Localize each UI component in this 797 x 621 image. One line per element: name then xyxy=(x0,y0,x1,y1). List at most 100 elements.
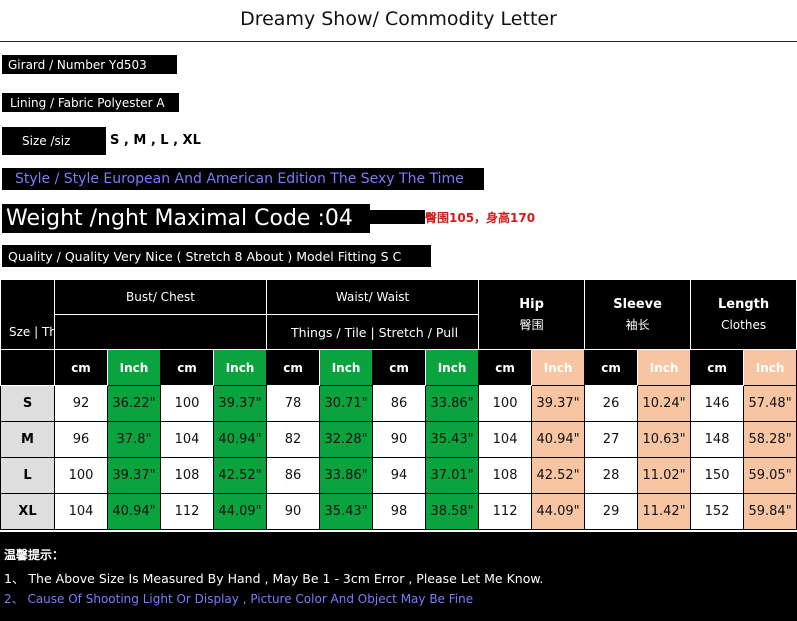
measurement-cell: 26 xyxy=(584,385,639,422)
unit-cm: cm xyxy=(478,349,533,386)
notes-panel: 温馨提示： 1、 The Above Size Is Measured By H… xyxy=(0,532,797,621)
measurement-cell: 38.58" xyxy=(425,493,480,530)
unit-inch: Inch xyxy=(425,349,480,386)
size-header-text: Sze | Things / Tile | Stretch / Stretchi… xyxy=(9,325,55,339)
measurement-cell: 57.48" xyxy=(743,385,797,422)
measurement-cell: 96 xyxy=(54,421,108,458)
measurement-cell: 39.37" xyxy=(107,457,161,494)
unit-cm: cm xyxy=(584,349,639,386)
measurement-cell: 146 xyxy=(690,385,745,422)
measurement-cell: 44.09" xyxy=(531,493,586,530)
measurement-cell: 10.63" xyxy=(637,421,692,458)
table-row: L 100 39.37" 108 42.52" 86 33.86" 94 37.01" 108 42… xyxy=(0,457,797,494)
measurement-cell: 92 xyxy=(54,385,108,422)
size-cell: XL xyxy=(0,493,55,530)
measurement-cell: 44.09" xyxy=(212,493,268,530)
size-cell: L xyxy=(0,457,55,494)
note-line-2: 2、 Cause Of Shooting Light Or Display , … xyxy=(4,592,474,606)
measurement-cell: 42.52" xyxy=(212,457,268,494)
measurement-cell: 36.22" xyxy=(107,385,161,422)
measurement-cell: 100 xyxy=(160,385,214,422)
measurement-cell: 33.86" xyxy=(319,457,374,494)
unit-inch: Inch xyxy=(319,349,374,386)
measurement-cell: 90 xyxy=(372,421,427,458)
measurement-cell: 58.28" xyxy=(743,421,797,458)
quality-label: Quality / Quality Very Nice ( Stretch 8 … xyxy=(2,245,431,267)
hip-header-cn: 臀围 xyxy=(519,317,544,332)
measurement-cell: 39.37" xyxy=(531,385,586,422)
measurement-cell: 100 xyxy=(54,457,108,494)
size-cell: S xyxy=(0,385,55,422)
available-sizes: S , M , L , XL xyxy=(110,133,201,148)
measurement-cell: 10.24" xyxy=(637,385,692,422)
measurement-cell: 86 xyxy=(266,457,321,494)
table-row: XL 104 40.94" 112 44.09" 90 35.43" 98 38.58" 112 4… xyxy=(0,493,797,530)
bust-subheader xyxy=(54,314,268,350)
measurement-cell: 32.28" xyxy=(319,421,374,458)
length-header-text: Length xyxy=(718,296,770,312)
measurement-cell: 152 xyxy=(690,493,745,530)
unit-inch: Inch xyxy=(107,349,161,386)
waist-header: Waist/ Waist xyxy=(266,279,480,315)
measurement-cell: 28 xyxy=(584,457,639,494)
measurement-cell: 35.43" xyxy=(425,421,480,458)
unit-inch: Inch xyxy=(212,349,268,386)
size-chart-table: Sze | Things / Tile | Stretch / Stretchi… xyxy=(0,279,797,530)
measurement-cell: 35.43" xyxy=(319,493,374,530)
unit-cm: cm xyxy=(160,349,214,386)
length-header: Length Clothes xyxy=(690,279,797,350)
measurement-cell: 100 xyxy=(478,385,533,422)
unit-cm: cm xyxy=(372,349,427,386)
table-row: M 96 37.8" 104 40.94" 82 32.28" 90 35.43" 104 40.9… xyxy=(0,421,797,458)
measurement-cell: 40.94" xyxy=(107,493,161,530)
measurement-cell: 78 xyxy=(266,385,321,422)
model-measurement-note: 臀围105，身高170 xyxy=(425,211,536,225)
size-header-cell: Sze | Things / Tile | Stretch / Stretchi… xyxy=(0,279,55,350)
fabric-label: Lining / Fabric Polyester A xyxy=(2,93,179,112)
measurement-cell: 108 xyxy=(160,457,214,494)
unit-corner xyxy=(0,349,55,386)
sleeve-header-cn: 袖长 xyxy=(625,317,650,332)
measurement-cell: 11.42" xyxy=(637,493,692,530)
measurement-cell: 148 xyxy=(690,421,745,458)
measurement-cell: 150 xyxy=(690,457,745,494)
weight-label: Weight /nght Maximal Code :04 xyxy=(2,204,370,233)
page-title: Dreamy Show/ Commodity Letter xyxy=(0,0,797,42)
unit-cm: cm xyxy=(690,349,745,386)
waist-subheader: Things / Tile | Stretch / Pull xyxy=(266,314,480,350)
measurement-cell: 40.94" xyxy=(531,421,586,458)
length-header-sub: Clothes xyxy=(721,317,767,332)
unit-row: cm Inch cm Inch cm Inch cm Inch cm Inch … xyxy=(0,349,797,386)
measurement-cell: 40.94" xyxy=(212,421,268,458)
measurement-cell: 37.01" xyxy=(425,457,480,494)
measurement-cell: 90 xyxy=(266,493,321,530)
size-label: Size /siz xyxy=(2,127,106,155)
measurement-cell: 42.52" xyxy=(531,457,586,494)
measurement-cell: 112 xyxy=(160,493,214,530)
measurement-cell: 104 xyxy=(160,421,214,458)
number-label: Girard / Number Yd503 xyxy=(2,55,177,74)
measurement-cell: 37.8" xyxy=(107,421,161,458)
style-label: Style / Style European And American Edit… xyxy=(2,168,484,190)
measurement-cell: 39.37" xyxy=(212,385,268,422)
notes-title: 温馨提示： xyxy=(4,548,65,562)
unit-inch: Inch xyxy=(743,349,797,386)
unit-cm: cm xyxy=(54,349,108,386)
measurement-cell: 29 xyxy=(584,493,639,530)
bust-header: Bust/ Chest xyxy=(53,279,268,315)
sleeve-header: Sleeve 袖长 xyxy=(584,279,692,350)
measurement-cell: 104 xyxy=(54,493,108,530)
unit-cm: cm xyxy=(266,349,321,386)
size-rows: S 92 36.22" 100 39.37" 78 30.71" 86 33.86" 100 39.… xyxy=(0,385,797,530)
measurement-cell: 108 xyxy=(478,457,533,494)
redacted-bar xyxy=(370,210,425,224)
hip-header-text: Hip xyxy=(519,296,544,312)
hip-header: Hip 臀围 xyxy=(478,279,586,350)
measurement-cell: 112 xyxy=(478,493,533,530)
measurement-cell: 27 xyxy=(584,421,639,458)
measurement-cell: 59.05" xyxy=(743,457,797,494)
note-line-1: 1、 The Above Size Is Measured By Hand , … xyxy=(4,571,544,586)
measurement-cell: 82 xyxy=(266,421,321,458)
size-cell: M xyxy=(0,421,55,458)
measurement-cell: 30.71" xyxy=(319,385,374,422)
